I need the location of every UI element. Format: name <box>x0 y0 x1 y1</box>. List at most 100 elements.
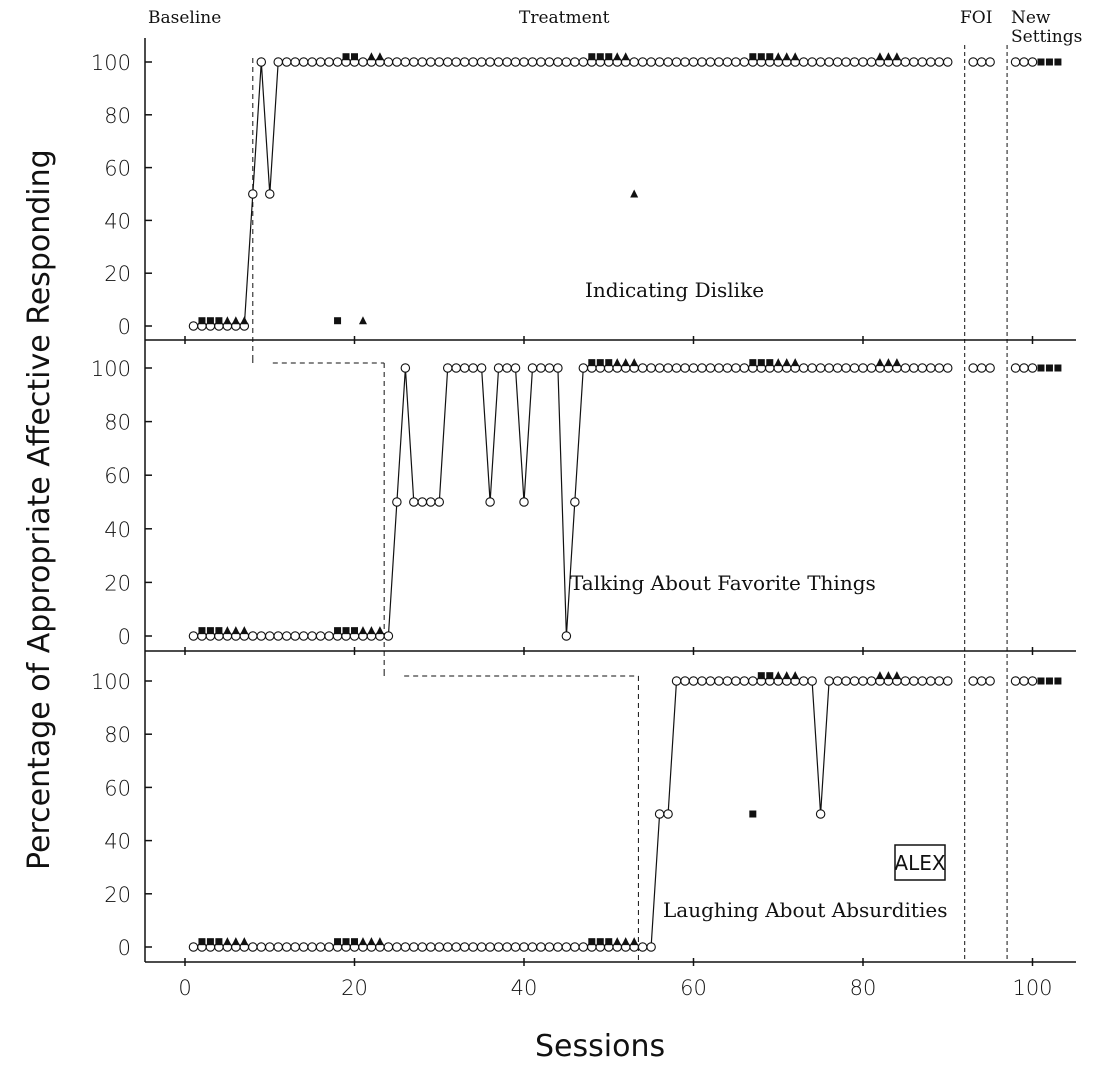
point-triangle <box>791 358 800 367</box>
point-circle <box>315 57 326 67</box>
point-circle <box>561 631 572 641</box>
point-circle <box>264 942 275 952</box>
point-circle <box>934 676 945 686</box>
point-triangle <box>782 358 791 367</box>
y-tick-label: 100 <box>91 357 131 381</box>
point-circle <box>671 363 682 373</box>
point-circle <box>298 942 309 952</box>
point-square <box>1054 677 1062 685</box>
point-circle <box>358 57 368 67</box>
point-circle <box>705 676 716 686</box>
y-tick-label: 60 <box>104 464 131 488</box>
point-circle <box>400 942 411 952</box>
point-circle <box>739 57 750 67</box>
point-circle <box>900 363 911 373</box>
point-circle <box>671 676 682 686</box>
point-circle <box>426 57 436 67</box>
point-triangle <box>884 358 893 367</box>
point-circle <box>451 363 461 373</box>
point-circle <box>917 676 928 686</box>
point-square <box>757 53 765 61</box>
point-circle <box>281 57 292 67</box>
y-tick-label: 60 <box>104 776 131 800</box>
point-circle <box>731 57 741 67</box>
x-tick-label: 80 <box>850 976 877 1000</box>
point-circle <box>307 942 317 952</box>
point-circle <box>561 942 572 952</box>
y-tick-label: 0 <box>118 936 131 960</box>
point-triangle <box>892 358 901 367</box>
phase-labels: Baseline Treatment FOI New Settings <box>148 8 1082 47</box>
point-circle <box>858 57 868 67</box>
point-circle <box>866 676 877 686</box>
point-circle <box>926 363 936 373</box>
point-square <box>1037 677 1045 685</box>
point-circle <box>807 57 817 67</box>
point-circle <box>536 942 546 952</box>
x-tick-label: 60 <box>680 976 707 1000</box>
point-square <box>588 938 596 946</box>
point-square <box>206 627 214 635</box>
point-circle <box>900 676 911 686</box>
point-square <box>198 317 206 325</box>
y-tick-label: 80 <box>104 104 131 128</box>
y-tick-label: 0 <box>118 315 131 339</box>
point-circle <box>1010 57 1021 67</box>
panel-title: Talking About Favorite Things <box>570 571 876 595</box>
point-circle <box>697 57 707 67</box>
point-square <box>757 672 765 680</box>
point-triangle <box>875 671 884 680</box>
point-triangle <box>875 52 884 61</box>
point-circle <box>646 363 656 373</box>
point-triangle <box>367 52 376 61</box>
point-circle <box>383 57 394 67</box>
point-circle <box>942 363 953 373</box>
point-circle <box>680 676 690 686</box>
point-square <box>605 53 613 61</box>
point-square <box>342 53 350 61</box>
point-circle <box>985 57 995 67</box>
point-circle <box>502 363 512 373</box>
point-square <box>757 359 765 367</box>
point-circle <box>909 363 919 373</box>
point-circle <box>841 57 851 67</box>
point-triangle <box>884 671 893 680</box>
point-square <box>1045 364 1053 372</box>
y-tick-label: 20 <box>104 262 131 286</box>
point-circle <box>264 631 275 641</box>
point-circle <box>527 57 538 67</box>
point-circle <box>942 57 953 67</box>
participant-box-border <box>894 844 946 881</box>
point-square <box>605 938 613 946</box>
phase-label-foi: FOI <box>960 8 992 28</box>
point-triangle <box>791 52 800 61</box>
point-circle <box>849 676 860 686</box>
point-square <box>1045 58 1053 66</box>
point-circle <box>527 942 538 952</box>
point-circle <box>1010 676 1021 686</box>
point-circle <box>493 942 504 952</box>
y-tick-label: 100 <box>91 670 131 694</box>
point-circle <box>688 676 699 686</box>
point-circle <box>442 57 453 67</box>
point-circle <box>1019 57 1029 67</box>
point-triangle <box>630 358 639 367</box>
series-line-circles <box>193 367 1033 637</box>
point-square <box>215 317 223 325</box>
point-circle <box>722 57 733 67</box>
point-circle <box>663 809 673 819</box>
point-triangle <box>358 316 367 325</box>
point-square <box>1045 677 1053 685</box>
point-circle <box>942 676 953 686</box>
point-square <box>749 810 757 818</box>
point-circle <box>578 363 589 373</box>
participant-box: ALEX <box>894 844 946 881</box>
point-circle <box>248 942 258 952</box>
point-triangle <box>621 937 630 946</box>
x-tick-label: 0 <box>178 976 191 1000</box>
point-circle <box>671 57 682 67</box>
y-tick-label: 0 <box>118 625 131 649</box>
point-circle <box>290 631 300 641</box>
point-circle <box>544 942 555 952</box>
point-circle <box>798 363 809 373</box>
